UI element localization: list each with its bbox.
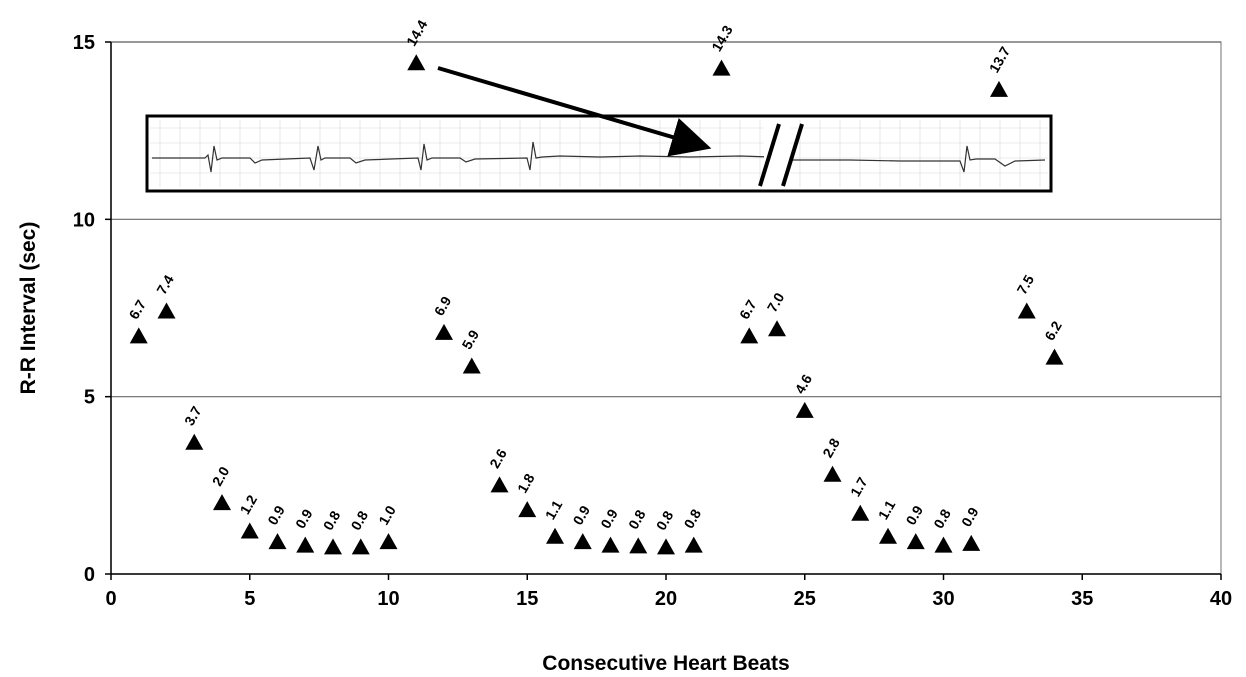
data-point-12 bbox=[435, 323, 453, 340]
x-tick-label-30: 30 bbox=[932, 588, 954, 610]
x-tick-label-40: 40 bbox=[1210, 588, 1232, 610]
data-point-26 bbox=[823, 465, 842, 482]
ecg-trace-right bbox=[790, 145, 1046, 173]
data-points bbox=[129, 54, 1064, 555]
data-point-34 bbox=[1045, 348, 1064, 365]
data-point-30 bbox=[934, 536, 953, 553]
data-point-20 bbox=[657, 538, 675, 555]
data-point-23 bbox=[740, 327, 759, 344]
ecg-break-mark-1 bbox=[758, 123, 781, 187]
data-point-10 bbox=[379, 533, 398, 550]
data-point-16 bbox=[546, 527, 564, 544]
data-point-29 bbox=[906, 533, 925, 550]
data-point-28 bbox=[879, 527, 897, 544]
x-tick-label-35: 35 bbox=[1071, 588, 1093, 610]
data-point-19 bbox=[629, 537, 648, 554]
x-tick-label-5: 5 bbox=[244, 588, 255, 610]
x-tick-label-25: 25 bbox=[794, 588, 816, 610]
y-tick-label-15: 15 bbox=[73, 32, 95, 54]
y-tick-label-0: 0 bbox=[84, 564, 95, 586]
ecg-trace-left bbox=[152, 141, 771, 173]
data-point-13 bbox=[462, 357, 481, 374]
gridlines bbox=[111, 41, 1221, 398]
data-point-22 bbox=[712, 59, 731, 76]
data-point-27 bbox=[851, 504, 870, 521]
axes bbox=[105, 41, 1222, 580]
data-point-6 bbox=[268, 533, 287, 550]
data-point-15 bbox=[518, 501, 537, 518]
data-point-21 bbox=[684, 536, 703, 553]
x-axis-title: Consecutive Heart Beats bbox=[542, 652, 789, 675]
x-tick-label-20: 20 bbox=[655, 588, 677, 610]
data-point-25 bbox=[795, 401, 814, 418]
data-point-7 bbox=[296, 536, 315, 553]
y-tick-label-5: 5 bbox=[84, 387, 95, 409]
data-point-18 bbox=[601, 536, 620, 553]
ecg-break-mark-2 bbox=[781, 123, 804, 187]
data-point-1 bbox=[129, 327, 148, 344]
data-point-5 bbox=[240, 522, 259, 539]
data-point-31 bbox=[962, 534, 981, 551]
data-point-8 bbox=[324, 538, 342, 555]
x-tick-label-0: 0 bbox=[105, 588, 116, 610]
y-tick-label-10: 10 bbox=[73, 209, 95, 231]
data-point-33 bbox=[1017, 302, 1036, 319]
annotation-arrow bbox=[437, 66, 712, 157]
ecg-inset-frame bbox=[145, 114, 1053, 193]
y-axis-title: R-R Interval (sec) bbox=[17, 222, 40, 395]
x-tick-label-15: 15 bbox=[516, 588, 538, 610]
data-point-17 bbox=[573, 533, 592, 550]
data-point-11 bbox=[407, 54, 426, 71]
data-point-4 bbox=[213, 494, 231, 511]
data-point-9 bbox=[351, 538, 370, 555]
ecg-grid bbox=[150, 120, 1048, 187]
data-point-32 bbox=[990, 80, 1008, 97]
data-point-14 bbox=[490, 476, 509, 493]
data-point-3 bbox=[185, 433, 204, 450]
data-point-2 bbox=[157, 302, 176, 319]
ecg-inset bbox=[145, 114, 1053, 193]
data-point-24 bbox=[768, 320, 786, 337]
x-tick-label-10: 10 bbox=[377, 588, 399, 610]
tick-labels: 0 5 10 15 20 25 30 35 40 0 5 10 15 bbox=[73, 32, 1232, 610]
